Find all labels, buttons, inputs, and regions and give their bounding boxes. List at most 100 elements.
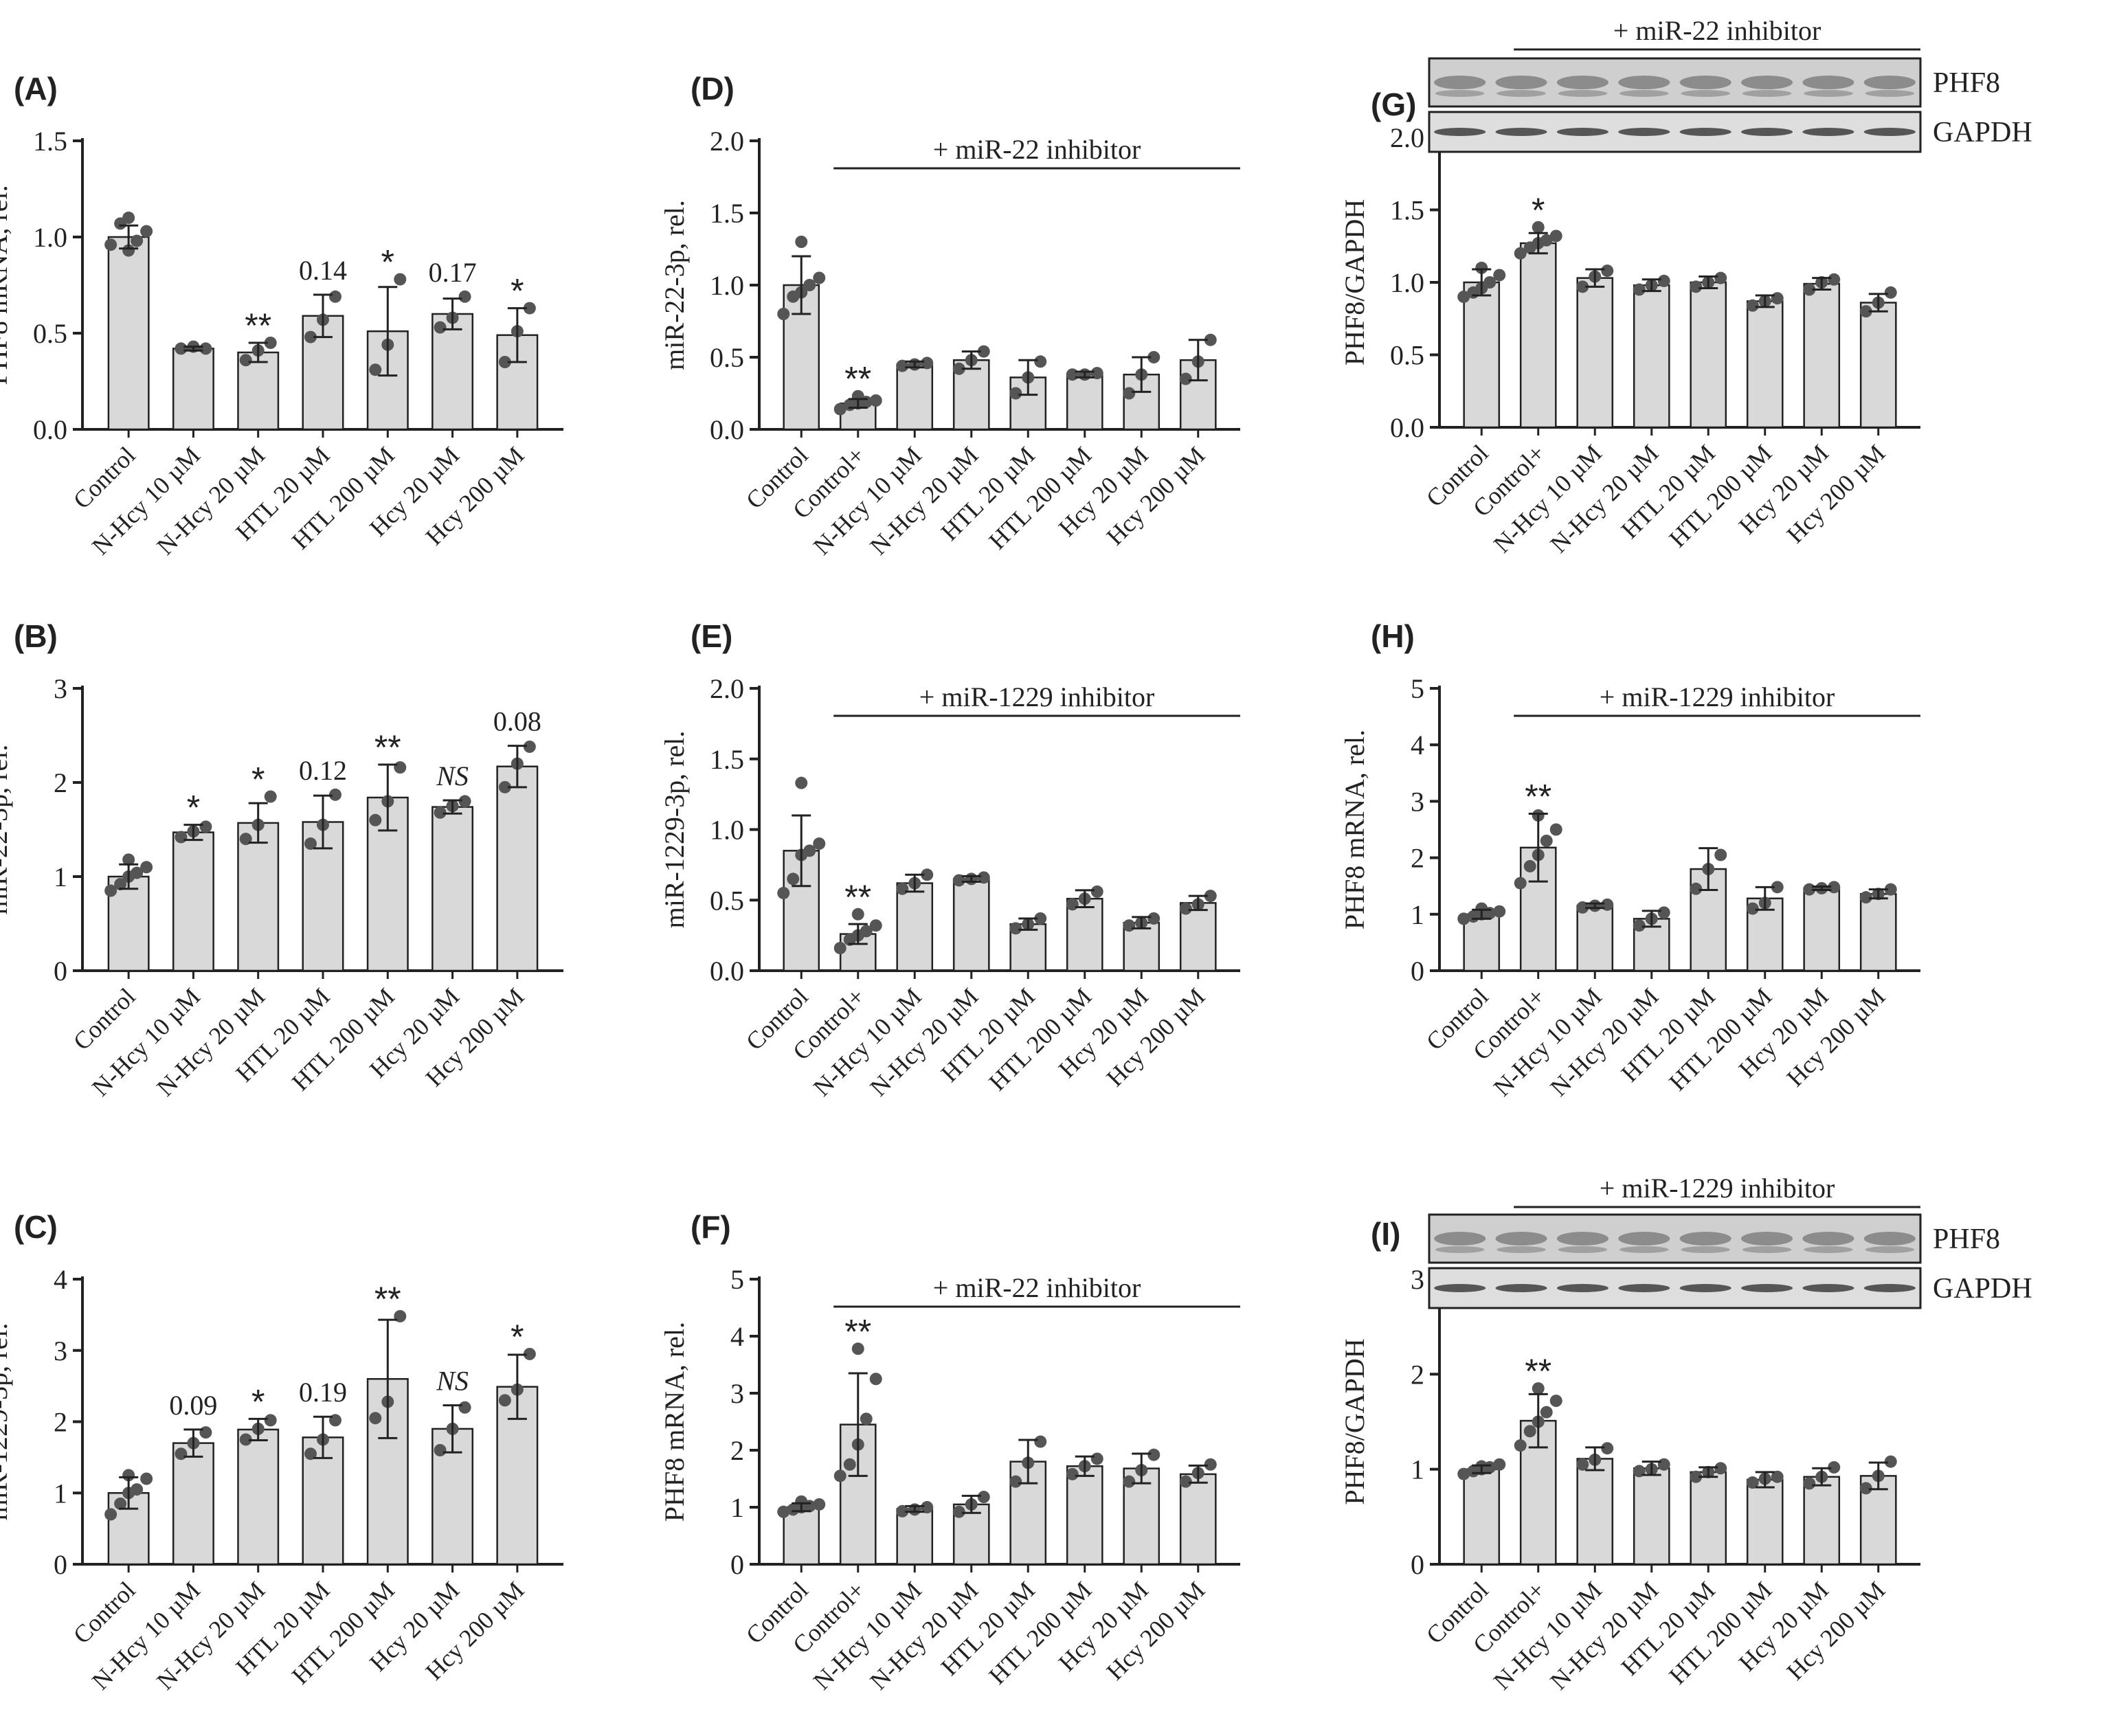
blot-band [1495,76,1547,89]
inhibitor-label: + miR-22 inhibitor [933,1272,1141,1303]
y-tick-label: 3 [730,1378,744,1409]
data-point [122,244,135,257]
y-tick-label: 1 [1411,899,1424,930]
bar [172,348,214,431]
blot-band [1681,90,1730,97]
data-point [394,273,407,286]
data-point [498,1394,511,1407]
data-point [264,1414,277,1427]
data-point [1690,1470,1703,1483]
data-point [851,908,864,921]
significance-label: ** [844,360,871,398]
data-point [122,853,135,866]
blot-band [1679,128,1731,136]
data-point [434,806,447,819]
blot-band [1742,90,1792,97]
data-point [1514,1439,1527,1452]
data-point [369,1412,382,1425]
y-tick-label: 0.0 [710,956,744,987]
data-point [140,1472,153,1485]
y-tick-label: 3 [1411,1264,1424,1295]
y-tick-label: 0.0 [710,414,744,445]
data-point [264,790,277,803]
inhibitor-label: + miR-1229 inhibitor [919,681,1155,712]
y-axis-label: PHF8 mRNA, rel. [0,185,13,385]
data-point [1714,271,1727,284]
y-tick-label: 2.0 [710,673,744,704]
data-point [523,740,536,753]
data-point [1147,1448,1161,1461]
bar [496,765,539,972]
data-point [813,1498,826,1511]
data-point [1657,274,1670,287]
blot-band [1679,1284,1731,1292]
data-point [1147,351,1161,363]
data-point [458,1401,471,1414]
data-point [1540,234,1553,247]
inhibitor-label: + miR-1229 inhibitor [1600,681,1835,712]
data-point [921,868,934,881]
data-point [1714,848,1727,861]
bar [1576,1458,1614,1566]
data-point [1746,1476,1759,1489]
data-point [1090,1452,1103,1465]
data-point [1179,1475,1192,1488]
panel-letter: (A) [14,71,58,106]
data-point [869,1373,882,1386]
data-point [777,1505,790,1518]
bar [952,878,990,972]
blot-band [1741,1232,1793,1245]
y-axis-label: miR-22-3p, rel. [659,200,690,370]
panel-f: (F) 0 1 2 3 4 5 PHF8 mRNA, rel. + miR-22 inhibit… [659,1209,1240,1695]
data-point [1746,299,1759,312]
data-point [1576,1458,1589,1471]
y-axis-label: PHF8/GAPDH [1339,1338,1370,1504]
data-point [977,1491,990,1504]
y-tick-label: 1 [54,861,67,892]
data-point [1204,333,1217,346]
bar [1690,1471,1727,1566]
blot-band [1558,1246,1608,1253]
data-point [1034,912,1047,925]
data-point [869,919,882,932]
bar [1803,282,1841,429]
data-point [1034,1435,1047,1448]
y-tick-label: 0.5 [710,342,744,373]
y-tick-label: 2 [54,1407,67,1438]
significance-label: NS [436,760,469,791]
panel-d: (D) 0.0 0.5 1.0 1.5 2.0 miR-22-3p, rel. + miR-2… [659,71,1240,560]
y-tick-label: 2 [1411,843,1424,874]
data-point [1633,283,1646,296]
data-point [1549,229,1562,243]
data-point [795,776,808,789]
data-point [369,363,382,376]
significance-label: ** [1525,1352,1551,1390]
data-point [369,813,382,826]
data-point [434,1444,447,1456]
y-tick-label: 1.0 [710,270,744,301]
data-point [787,872,800,886]
data-point [952,874,965,887]
data-point [1204,1458,1217,1471]
data-point [851,1342,864,1355]
data-point [869,394,882,407]
blot-band [1434,1232,1486,1245]
data-point [1066,368,1079,381]
y-tick-label: 1.5 [710,744,744,775]
y-tick-label: 1.0 [710,815,744,846]
data-point [1493,905,1506,918]
panel-i: (I) 0 1 2 3 PHF8/GAPDH + miR-1229 inhibitor PHF… [1339,1173,2032,1695]
bar [237,1428,280,1566]
blot-band [1434,128,1486,136]
blot-band [1618,76,1670,89]
data-point [833,942,847,955]
data-point [1601,1442,1614,1455]
y-tick-label: 1.0 [33,222,67,253]
blot-band [1804,90,1853,97]
bar [172,831,214,972]
data-point [1884,883,1897,896]
blot-band [1681,1246,1730,1253]
y-tick-label: 2 [1411,1359,1424,1390]
y-tick-label: 0.5 [1390,340,1424,371]
